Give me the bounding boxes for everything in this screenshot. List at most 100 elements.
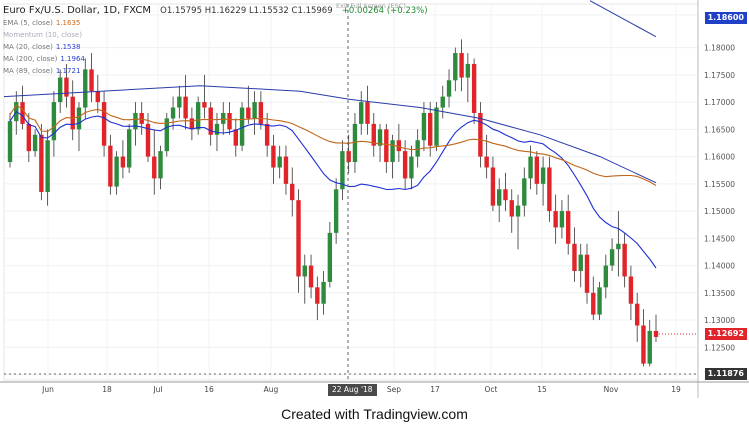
candle-down	[264, 123, 270, 146]
candle-up	[434, 107, 439, 146]
x-tick-label: Jun	[41, 385, 54, 394]
candle-up	[7, 121, 13, 163]
candle-up	[133, 112, 138, 130]
candle-up	[195, 102, 201, 130]
candle-down	[547, 167, 552, 212]
legend-ma20[interactable]: MA (20, close) 1.1538	[3, 42, 80, 52]
candle-down	[509, 200, 514, 217]
candle-down	[634, 303, 640, 326]
candle-up	[239, 107, 245, 146]
candle-down	[139, 112, 144, 124]
candle-down	[622, 243, 627, 277]
candle-down	[183, 96, 188, 119]
candle-down	[371, 123, 376, 146]
candle-down	[296, 200, 301, 277]
candle-down	[290, 183, 295, 201]
crosshair-price-tag: 1.11876	[704, 368, 747, 380]
x-tick-label: Nov	[604, 385, 619, 394]
candle-down	[384, 129, 389, 163]
candle-down	[565, 211, 571, 244]
candle-down	[246, 107, 251, 119]
x-tick-label: 19	[671, 385, 681, 394]
y-tick-label: 1.12500	[704, 343, 735, 352]
candle-up	[126, 129, 132, 168]
candle-down	[89, 69, 94, 92]
ma200-line	[589, 0, 657, 38]
candle-down	[20, 102, 25, 124]
candle-down	[227, 112, 232, 130]
candle-up	[158, 151, 163, 179]
x-tick-label: Sep	[387, 385, 401, 394]
candle-up	[177, 96, 182, 108]
candle-up	[57, 77, 63, 103]
x-tick-label: 18	[102, 385, 112, 394]
candle-up	[415, 140, 420, 157]
candle-up	[540, 167, 546, 184]
x-tick-label: 15	[537, 385, 547, 394]
change-readout: +0.00264 (+0.23%)	[341, 6, 428, 16]
candle-down	[120, 156, 126, 168]
candle-up	[114, 156, 119, 187]
candle-up	[340, 151, 345, 190]
y-tick-label: 1.14000	[704, 262, 735, 271]
candle-down	[628, 276, 634, 304]
candle-up	[83, 69, 88, 108]
candle-down	[70, 96, 75, 130]
candle-down	[26, 123, 32, 152]
candle-down	[402, 151, 408, 179]
y-tick-label: 1.17000	[704, 98, 735, 107]
legend-ma200-label: MA (200, close)	[3, 55, 58, 63]
candle-up	[421, 112, 427, 141]
candle-down	[64, 77, 69, 97]
candle-down	[484, 156, 489, 168]
candle-up	[559, 211, 565, 228]
candle-down	[189, 118, 195, 130]
legend-ma89[interactable]: MA (89, close) 1.1721	[3, 66, 80, 76]
tradingview-credit: Created with Tradingview.com	[281, 406, 468, 422]
candle-down	[315, 287, 320, 304]
x-tick-label: Jul	[152, 385, 162, 394]
candle-up	[333, 189, 339, 233]
legend-ma200-value: 1.1964	[60, 55, 85, 63]
candle-up	[528, 156, 533, 179]
candle-up	[603, 265, 609, 288]
candle-down	[490, 167, 496, 206]
candle-up	[277, 156, 282, 168]
candle-up	[390, 140, 395, 163]
legend-ema[interactable]: EMA (5, close) 1.1635	[3, 18, 80, 28]
legend-ma20-value: 1.1538	[55, 43, 81, 51]
candle-up	[32, 134, 38, 152]
candle-down	[428, 112, 433, 146]
legend-ma200[interactable]: MA (200, close) 1.1964	[3, 54, 85, 64]
x-tick-label: Oct	[485, 385, 498, 394]
x-tick-label: 16	[204, 385, 214, 394]
candle-up	[515, 205, 521, 217]
candle-down	[152, 156, 157, 179]
candle-down	[471, 63, 477, 113]
candle-up	[170, 107, 176, 119]
candle-up	[616, 243, 621, 250]
legend-momentum[interactable]: Momentum (10, close)	[3, 30, 82, 40]
candle-up	[453, 53, 458, 81]
candle-up	[609, 249, 615, 266]
exit-fullscreen-hint[interactable]: Exit Full Screen (ESC)	[336, 2, 406, 10]
legend-ma89-label: MA (89, close)	[3, 67, 53, 75]
candle-down	[258, 102, 264, 124]
symbol-title[interactable]: Euro Fx/U.S. Dollar, 1D, FXCM	[3, 5, 151, 16]
y-tick-label: 1.17500	[704, 71, 735, 80]
ma89-line	[3, 85, 657, 184]
candle-up	[327, 232, 333, 282]
x-tick-label: Aug	[264, 385, 279, 394]
candle-up	[377, 129, 383, 146]
candle-up	[578, 254, 583, 272]
candle-down	[591, 292, 596, 315]
candle-down	[641, 325, 646, 364]
y-tick-label: 1.16500	[704, 125, 735, 134]
candle-up	[359, 102, 364, 124]
y-tick-label: 1.13000	[704, 316, 735, 325]
candle-down	[233, 129, 238, 146]
candle-down	[503, 189, 508, 201]
candle-down	[459, 53, 464, 78]
candle-down	[145, 123, 151, 157]
